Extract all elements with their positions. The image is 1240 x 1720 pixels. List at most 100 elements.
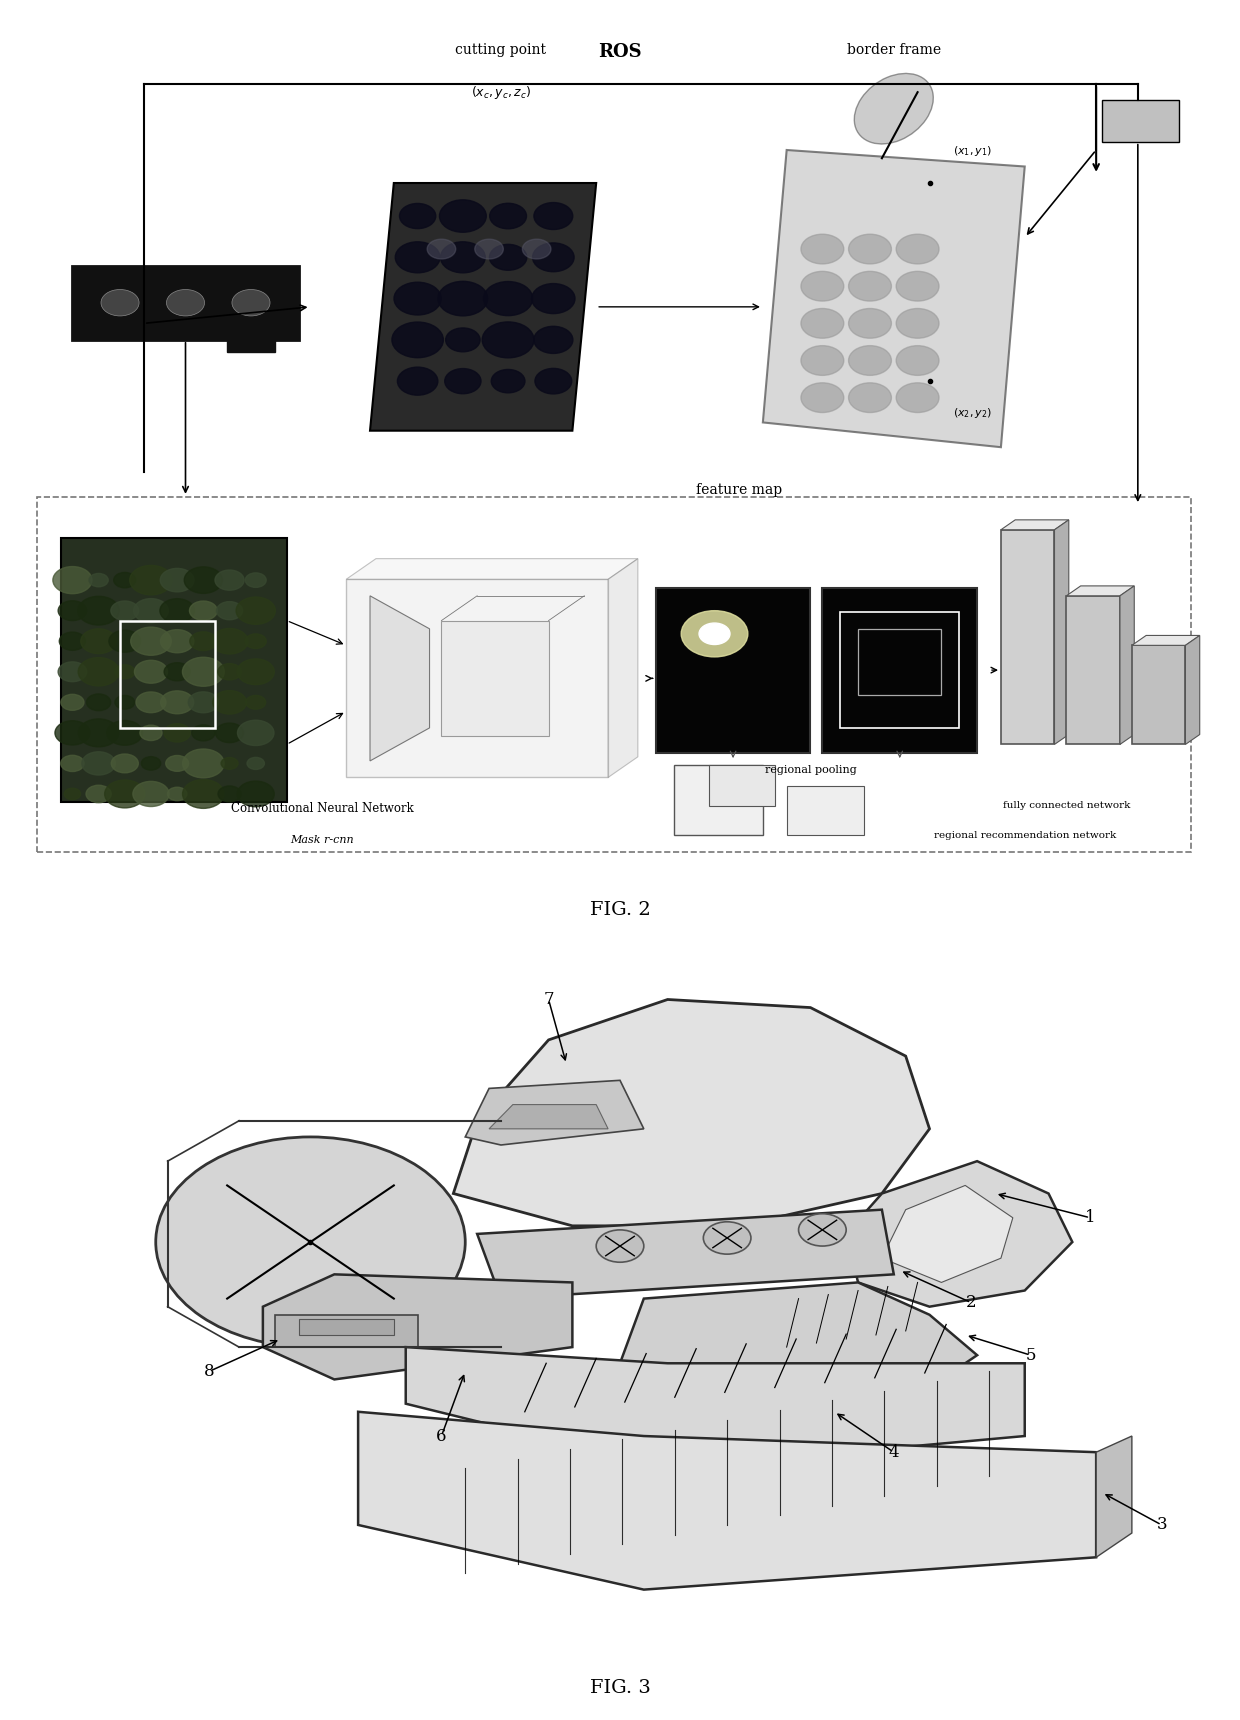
Circle shape <box>897 346 939 375</box>
Circle shape <box>532 284 575 313</box>
Circle shape <box>534 203 573 229</box>
Text: $(x_c, y_c, z_c)$: $(x_c, y_c, z_c)$ <box>471 84 531 101</box>
Circle shape <box>166 289 205 316</box>
Text: 3: 3 <box>1157 1517 1167 1534</box>
Circle shape <box>60 633 86 650</box>
Circle shape <box>104 779 145 808</box>
Circle shape <box>81 630 117 654</box>
Bar <box>120 621 216 728</box>
Bar <box>227 332 275 353</box>
Polygon shape <box>1185 635 1200 745</box>
Text: 2: 2 <box>966 1293 976 1311</box>
Bar <box>1132 645 1185 745</box>
Circle shape <box>439 200 486 232</box>
Circle shape <box>160 630 193 654</box>
Circle shape <box>61 755 84 772</box>
Polygon shape <box>477 1209 894 1299</box>
Polygon shape <box>1120 587 1135 745</box>
Circle shape <box>534 368 572 394</box>
Circle shape <box>211 628 248 654</box>
Bar <box>673 765 763 836</box>
Circle shape <box>182 779 224 808</box>
Circle shape <box>167 788 187 802</box>
Circle shape <box>491 370 525 392</box>
Bar <box>299 1319 394 1335</box>
Circle shape <box>848 346 892 375</box>
Circle shape <box>134 599 169 623</box>
Text: 5: 5 <box>1025 1347 1035 1364</box>
Bar <box>858 630 941 695</box>
Bar <box>441 621 548 736</box>
Circle shape <box>596 1230 644 1262</box>
Circle shape <box>107 721 143 745</box>
Polygon shape <box>1001 519 1069 530</box>
Circle shape <box>484 282 533 316</box>
Circle shape <box>392 322 444 358</box>
Circle shape <box>78 719 119 746</box>
Circle shape <box>216 722 243 743</box>
Circle shape <box>246 695 265 709</box>
Polygon shape <box>489 1104 608 1128</box>
Circle shape <box>166 755 188 771</box>
Bar <box>841 612 960 728</box>
Circle shape <box>897 384 939 413</box>
Text: $(x_2, y_2)$: $(x_2, y_2)$ <box>954 406 992 420</box>
Circle shape <box>182 748 224 777</box>
Circle shape <box>110 600 139 621</box>
Circle shape <box>438 282 487 316</box>
Bar <box>822 588 977 753</box>
Circle shape <box>236 597 275 624</box>
Bar <box>275 1314 418 1347</box>
Circle shape <box>396 243 440 273</box>
Circle shape <box>482 322 534 358</box>
Circle shape <box>53 566 92 593</box>
Text: Convolutional Neural Network: Convolutional Neural Network <box>231 802 414 815</box>
Circle shape <box>161 691 193 714</box>
Circle shape <box>114 573 136 588</box>
Circle shape <box>130 628 171 655</box>
Circle shape <box>801 384 843 413</box>
Text: 6: 6 <box>436 1428 446 1445</box>
Circle shape <box>192 724 215 741</box>
Circle shape <box>100 289 139 316</box>
Text: feature map: feature map <box>696 483 782 497</box>
Circle shape <box>218 786 241 802</box>
Circle shape <box>238 721 274 745</box>
Circle shape <box>115 666 135 679</box>
Bar <box>786 786 864 836</box>
Circle shape <box>246 635 267 648</box>
Circle shape <box>681 611 748 657</box>
Circle shape <box>532 243 574 272</box>
Circle shape <box>897 272 939 301</box>
Text: fully connected network: fully connected network <box>1003 800 1130 810</box>
Polygon shape <box>1096 1436 1132 1557</box>
Polygon shape <box>763 150 1024 447</box>
Circle shape <box>130 566 172 595</box>
Circle shape <box>188 691 218 712</box>
Circle shape <box>801 346 843 375</box>
Circle shape <box>160 599 195 623</box>
Text: $(x_1, y_1)$: $(x_1, y_1)$ <box>954 144 992 158</box>
Text: 4: 4 <box>889 1443 899 1460</box>
Bar <box>61 538 286 802</box>
Circle shape <box>897 308 939 339</box>
Bar <box>1102 100 1179 141</box>
Circle shape <box>55 721 89 745</box>
Circle shape <box>445 368 481 394</box>
Bar <box>37 497 1192 851</box>
Circle shape <box>490 244 527 270</box>
Polygon shape <box>370 595 429 760</box>
Circle shape <box>112 753 139 772</box>
Circle shape <box>427 239 456 260</box>
Circle shape <box>133 781 169 807</box>
Polygon shape <box>620 1283 977 1395</box>
Circle shape <box>86 786 112 803</box>
Polygon shape <box>608 559 637 777</box>
Polygon shape <box>263 1275 573 1379</box>
Text: regional recommendation network: regional recommendation network <box>934 831 1116 839</box>
Circle shape <box>89 573 108 587</box>
Circle shape <box>190 631 217 650</box>
Circle shape <box>445 329 480 353</box>
Circle shape <box>87 693 110 710</box>
Text: FIG. 2: FIG. 2 <box>590 901 650 918</box>
